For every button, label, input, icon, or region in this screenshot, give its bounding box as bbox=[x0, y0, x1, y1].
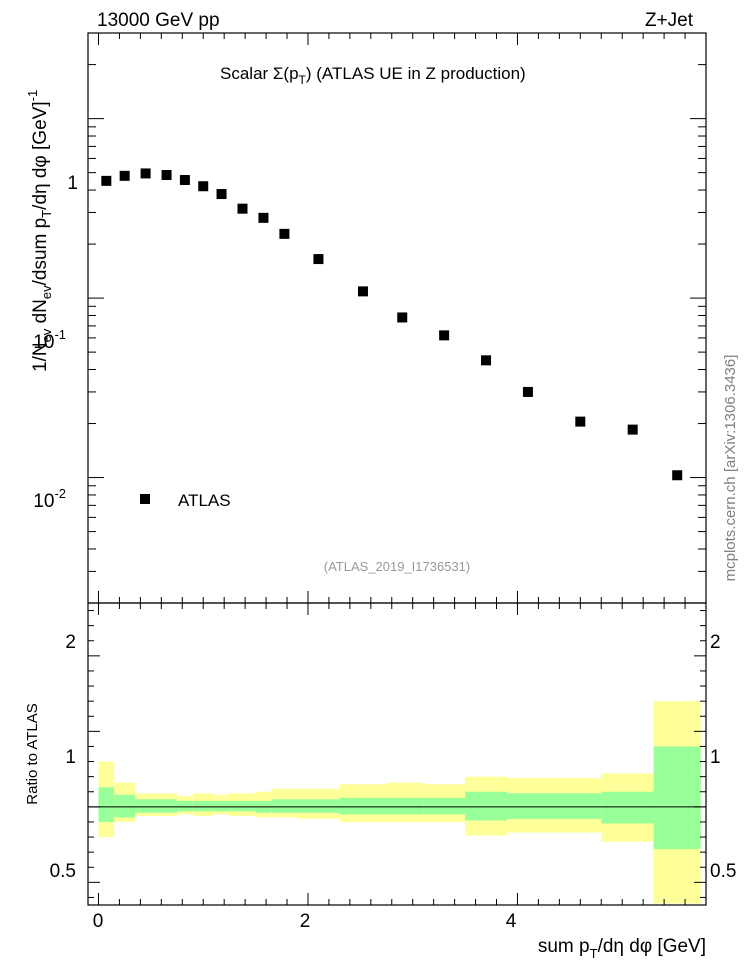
main-plot-frame bbox=[87, 32, 707, 604]
data-point-14 bbox=[481, 355, 492, 366]
data-point-0 bbox=[101, 175, 112, 186]
axis-ticks bbox=[88, 32, 706, 905]
y-tick-label-1: 1 bbox=[67, 173, 78, 194]
x-tick-label-2: 2 bbox=[300, 911, 311, 932]
x-axis-label: sum pT/dη dφ [GeV] bbox=[538, 936, 706, 961]
stat-uncertainty-band-11 bbox=[339, 797, 387, 815]
header-left: 13000 GeV pp bbox=[97, 10, 220, 31]
y-tick-label-0.1: 10-1 bbox=[33, 327, 66, 353]
stat-uncertainty-band-0 bbox=[98, 787, 115, 822]
stat-uncertainty-band-2 bbox=[135, 799, 157, 813]
stat-uncertainty-band-13 bbox=[423, 797, 466, 815]
ratio-y-tick-0.5-right: 0.5 bbox=[710, 861, 736, 882]
ratio-y-tick-1-right: 1 bbox=[710, 747, 721, 768]
ratio-y-tick-0.5-left: 0.5 bbox=[50, 861, 76, 882]
data-point-8 bbox=[258, 212, 269, 223]
stat-uncertainty-band-3 bbox=[156, 799, 178, 813]
data-point-7 bbox=[237, 203, 248, 214]
stat-uncertainty-band-6 bbox=[213, 800, 230, 812]
data-point-9 bbox=[279, 228, 290, 239]
data-point-13 bbox=[439, 330, 450, 341]
data-point-18 bbox=[672, 470, 683, 481]
header-right: Z+Jet bbox=[645, 10, 694, 31]
ratio-y-tick-2-right: 2 bbox=[710, 632, 721, 653]
data-point-16 bbox=[575, 416, 586, 427]
data-point-10 bbox=[313, 254, 324, 265]
data-point-15 bbox=[522, 386, 533, 397]
data-point-3 bbox=[161, 170, 172, 181]
ratio-bands bbox=[98, 701, 701, 904]
ratio-y-tick-1-left: 1 bbox=[65, 747, 76, 768]
main-markers bbox=[101, 168, 683, 481]
mcplots-side-label: mcplots.cern.ch [arXiv:1306.3436] bbox=[722, 355, 739, 582]
stat-uncertainty-band-5 bbox=[192, 800, 214, 812]
stat-uncertainty-band-12 bbox=[386, 797, 424, 815]
ratio-y-tick-2-left: 2 bbox=[65, 632, 76, 653]
stat-uncertainty-band-9 bbox=[271, 799, 298, 813]
data-point-1 bbox=[119, 170, 130, 181]
stat-uncertainty-band-10 bbox=[297, 799, 340, 813]
stat-uncertainty-band-7 bbox=[229, 800, 256, 812]
analysis-tag: (ATLAS_2019_I1736531) bbox=[324, 559, 470, 574]
stat-uncertainty-band-15 bbox=[506, 793, 602, 819]
data-point-12 bbox=[397, 312, 408, 323]
data-point-5 bbox=[198, 181, 209, 192]
ratio-plot-frame bbox=[87, 602, 707, 906]
main-y-axis-label: 1/Nev dNev/dsum pT/dη dφ [GeV]-1 bbox=[25, 90, 54, 372]
x-tick-label-0: 0 bbox=[93, 911, 104, 932]
plot-title: Scalar Σ(pT) (ATLAS UE in Z production) bbox=[220, 64, 526, 87]
y-tick-label-0.01: 10-2 bbox=[33, 486, 66, 512]
data-point-17 bbox=[627, 424, 638, 435]
data-point-11 bbox=[357, 286, 368, 297]
data-point-6 bbox=[216, 189, 227, 200]
x-tick-label-4: 4 bbox=[506, 911, 517, 932]
ratio-y-axis-label: Ratio to ATLAS bbox=[24, 703, 41, 804]
stat-uncertainty-band-17 bbox=[653, 746, 701, 850]
stat-uncertainty-band-1 bbox=[114, 794, 136, 818]
legend-label-atlas: ATLAS bbox=[178, 491, 231, 510]
legend-marker-atlas bbox=[140, 494, 150, 504]
stat-uncertainty-band-16 bbox=[601, 791, 654, 824]
stat-uncertainty-band-14 bbox=[465, 791, 507, 821]
stat-uncertainty-band-4 bbox=[177, 800, 193, 812]
data-point-2 bbox=[140, 168, 151, 179]
data-point-4 bbox=[179, 175, 190, 186]
